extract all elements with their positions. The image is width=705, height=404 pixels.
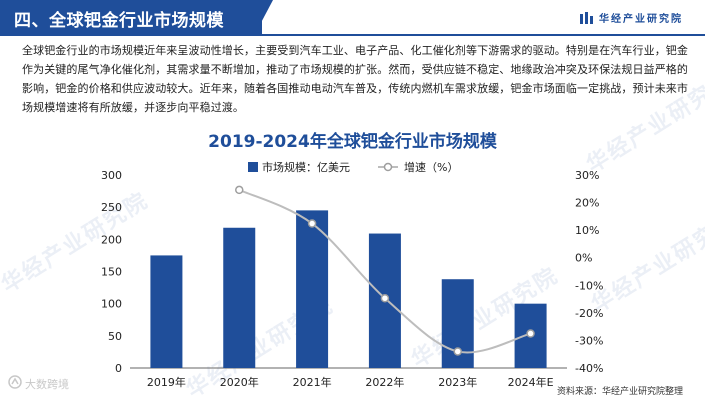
growth-point [453, 347, 462, 356]
y-left-tick-label: 100 [101, 298, 122, 311]
footer-logo-text: 大数跨境 [25, 377, 69, 391]
x-tick-label: 2021年 [293, 375, 332, 389]
legend-line-label: 增速（%） [404, 160, 458, 174]
y-left-tick-label: 50 [108, 330, 122, 343]
header-divider [0, 34, 705, 36]
growth-point [235, 185, 244, 195]
y-right-tick-label: -30% [575, 334, 603, 347]
y-right-tick-label: -20% [575, 307, 603, 320]
growth-point [526, 329, 535, 338]
brand-label: 华经产业研究院 [580, 10, 683, 25]
brand-name: 华经产业研究院 [599, 14, 683, 25]
y-right-tick-label: -10% [575, 279, 603, 292]
legend-bar-swatch [248, 162, 258, 172]
y-left-tick-label: 150 [101, 266, 122, 279]
bar [296, 210, 329, 368]
x-tick-label: 2019年 [147, 375, 186, 389]
y-left-tick-label: 250 [101, 201, 122, 214]
y-right-tick-label: 0% [575, 252, 592, 265]
x-tick-label: 2024年E [508, 375, 554, 389]
legend-bar-label: 市场规模：亿美元 [262, 160, 350, 174]
y-right-tick-label: -40% [575, 362, 603, 375]
x-tick-label: 2022年 [365, 375, 404, 389]
chart-title: 2019-2024年全球钯金行业市场规模 [208, 132, 497, 152]
legend-line-marker [383, 162, 393, 172]
footer-logo-icon [8, 375, 22, 392]
section-title: 四、全球钯金行业市场规模 [14, 11, 224, 31]
y-left-tick-label: 0 [115, 362, 122, 375]
y-left-tick-label: 200 [101, 233, 122, 246]
y-left-tick-label: 300 [101, 169, 122, 182]
growth-point [307, 219, 317, 228]
brand-logo-icon [580, 11, 594, 24]
growth-point [380, 293, 390, 303]
intro-paragraph: 全球钯金行业的市场规模近年来呈波动性增长，主要受到汽车工业、电子产品、化工催化剂… [22, 44, 688, 114]
header-title-bar-tail [255, 0, 273, 34]
footer-logo: 大数跨境 [8, 375, 69, 392]
y-right-tick-label: 20% [575, 197, 599, 210]
x-tick-label: 2020年 [220, 375, 259, 389]
bar [223, 227, 256, 368]
bar [150, 255, 183, 368]
x-tick-label: 2023年 [438, 375, 477, 389]
header-title-bar [0, 0, 262, 34]
page-header: 四、全球钯金行业市场规模 华经产业研究院 [0, 0, 705, 36]
source-note: 资料来源：华经产业研究院整理 [556, 387, 683, 397]
y-right-tick-label: 10% [575, 224, 599, 237]
y-right-tick-label: 30% [575, 169, 599, 182]
